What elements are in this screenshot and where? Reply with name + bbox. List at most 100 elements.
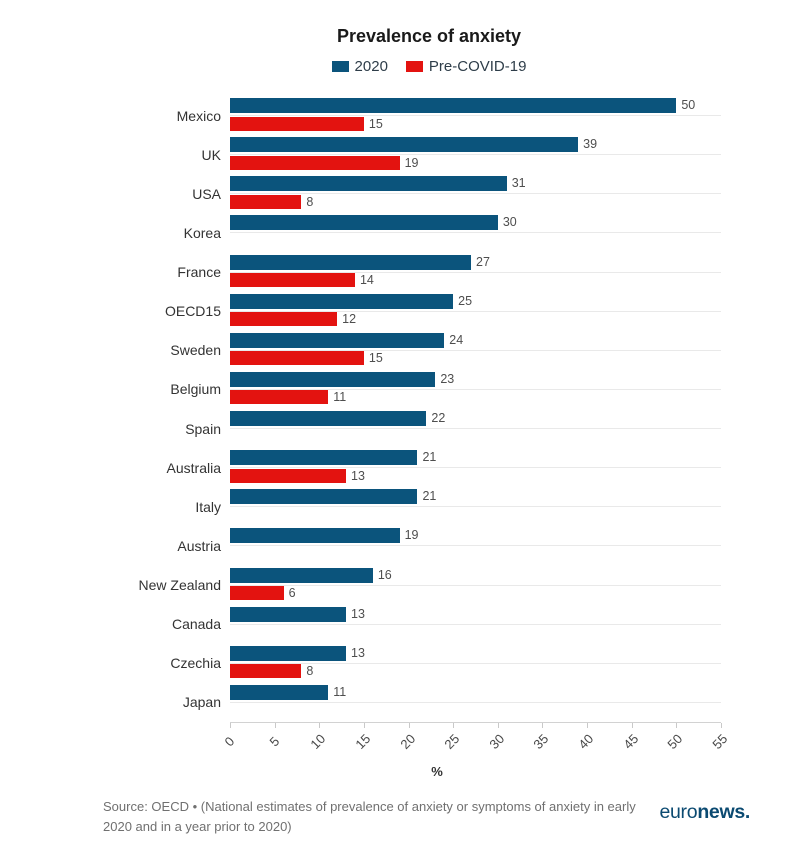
bar-2020: 31 — [230, 176, 526, 192]
row-gridline — [230, 115, 721, 116]
category-label: Sweden — [170, 342, 221, 359]
bar-2020: 27 — [230, 254, 490, 270]
x-tick — [587, 723, 589, 728]
category-label: France — [177, 264, 221, 281]
row-gridline — [230, 506, 721, 508]
x-tick — [319, 723, 321, 728]
bar-pre-covid-19: 15 — [230, 116, 383, 131]
value-label: 6 — [288, 586, 296, 600]
x-tick-label: 30 — [486, 731, 508, 752]
chart-title: Prevalence of anxiety — [336, 26, 522, 46]
bar-pre-covid-19: 12 — [230, 312, 356, 327]
bar-2020: 39 — [230, 137, 597, 153]
x-tick-label: 25 — [441, 731, 463, 752]
bar-pre-covid-19: 6 — [230, 586, 296, 600]
euronews-logo: euronews. — [659, 801, 750, 824]
legend-swatch-pre-covid-19 — [405, 61, 423, 72]
row-gridline — [230, 388, 721, 390]
category-label: OECD15 — [164, 303, 221, 320]
value-label: 13 — [351, 606, 365, 621]
bar-row-belgium: Belgium 23 11 — [0, 370, 802, 409]
value-label: 30 — [502, 215, 517, 230]
x-tick — [721, 723, 722, 728]
x-axis-title: % — [431, 764, 443, 779]
legend-item-pre-covid-19: Pre-COVID-19 — [405, 58, 527, 75]
bars-japan: 11 — [230, 683, 721, 722]
bars-czechia: 13 8 — [230, 644, 721, 683]
bar-2020: 22 — [230, 411, 445, 426]
value-label: 31 — [511, 176, 526, 191]
bars-spain: 22 — [230, 409, 721, 448]
value-label: 16 — [377, 567, 392, 582]
bars-new-zealand: 16 6 — [230, 566, 721, 605]
value-label: 12 — [342, 312, 357, 327]
x-axis-line — [230, 722, 721, 723]
category-label: Czechia — [170, 655, 221, 672]
value-label: 19 — [404, 155, 419, 170]
bar-2020: 21 — [230, 450, 436, 466]
bar-2020: 11 — [230, 684, 346, 700]
bar-row-uk: UK 39 19 — [0, 135, 802, 174]
x-tick — [542, 723, 544, 728]
value-label: 11 — [333, 684, 347, 699]
x-tick-label: 15 — [352, 731, 374, 752]
value-label: 11 — [333, 390, 347, 405]
bars-sweden: 24 15 — [230, 331, 721, 370]
row-gridline — [230, 310, 721, 312]
value-label: 8 — [306, 664, 314, 679]
bar-2020: 24 — [230, 332, 463, 348]
euronews-logo-regular: euro — [659, 801, 698, 823]
legend-swatch-2020 — [331, 61, 349, 72]
x-tick — [363, 723, 365, 728]
bar-2020: 13 — [230, 606, 365, 622]
value-label: 24 — [449, 332, 464, 347]
bar-row-spain: Spain 22 — [0, 409, 802, 448]
plot-area: Mexico 50 15 UK 39 19 USA 31 8 Korea 30 France 27 14 O… — [0, 96, 802, 796]
category-label: Spain — [185, 420, 221, 437]
bar-row-japan: Japan 11 — [0, 683, 802, 722]
bar-row-mexico: Mexico 50 15 — [0, 96, 802, 135]
category-label: USA — [192, 185, 221, 202]
x-tick-label: 20 — [396, 731, 418, 752]
row-gridline — [230, 428, 721, 429]
bars-belgium: 23 11 — [230, 370, 721, 409]
category-label: Canada — [171, 616, 221, 633]
bar-pre-covid-19: 8 — [230, 194, 313, 209]
source-note: Source: OECD • (National estimates of pr… — [103, 799, 636, 835]
category-label: New Zealand — [138, 577, 222, 594]
bar-row-austria: Austria 19 — [0, 526, 802, 565]
row-gridline — [230, 154, 721, 156]
value-label: 15 — [368, 351, 383, 366]
row-gridline — [230, 584, 721, 586]
row-gridline — [230, 193, 721, 195]
row-gridline — [230, 545, 721, 547]
bar-pre-covid-19: 8 — [230, 664, 313, 679]
x-tick-label: 10 — [307, 731, 329, 752]
value-label: 13 — [351, 645, 365, 660]
bar-2020: 19 — [230, 528, 419, 544]
value-label: 39 — [583, 137, 598, 152]
x-tick — [408, 723, 410, 728]
x-tick — [453, 723, 455, 728]
bars-australia: 21 13 — [230, 448, 721, 487]
row-gridline — [230, 349, 721, 351]
x-tick-label: 45 — [620, 731, 641, 752]
legend: 2020 Pre-COVID-19 — [0, 58, 802, 75]
bars-oecd15: 25 12 — [230, 292, 721, 331]
legend-label: Pre-COVID-19 — [428, 58, 527, 75]
value-label: 21 — [422, 450, 437, 465]
value-label: 14 — [359, 273, 374, 287]
bar-row-usa: USA 31 8 — [0, 174, 802, 213]
bar-pre-covid-19: 11 — [230, 390, 346, 405]
bars-uk: 39 19 — [230, 135, 721, 174]
bar-2020: 23 — [230, 371, 454, 387]
bar-row-korea: Korea 30 — [0, 213, 802, 252]
row-gridline — [230, 662, 721, 664]
bar-2020: 25 — [230, 293, 472, 309]
value-label: 19 — [404, 528, 419, 543]
legend-label: 2020 — [354, 58, 388, 75]
bar-pre-covid-19: 14 — [230, 273, 374, 287]
x-tick-label: 55 — [709, 731, 731, 752]
bar-2020: 16 — [230, 567, 392, 583]
bars-usa: 31 8 — [230, 174, 721, 213]
